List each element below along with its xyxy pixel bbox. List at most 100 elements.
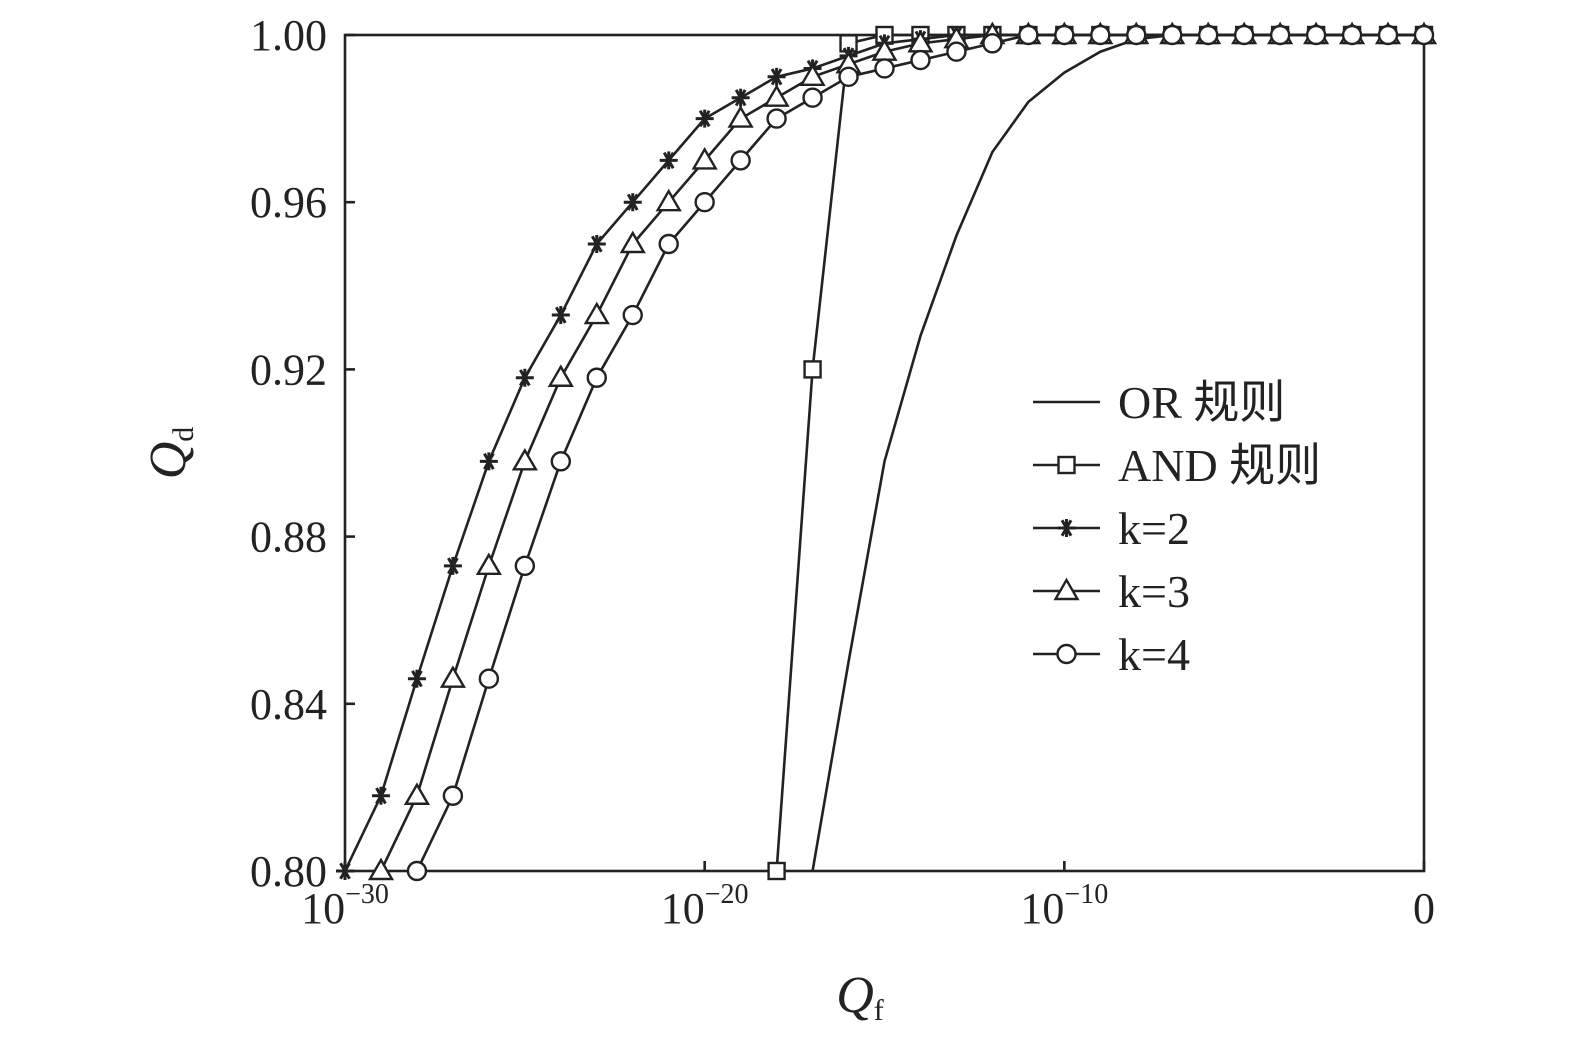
data-point-circle bbox=[1197, 24, 1219, 46]
data-point-circle bbox=[910, 49, 931, 71]
x-axis: 10−30 10−20 10−10 0 bbox=[301, 861, 1435, 933]
x-tick-exponent: −10 bbox=[1064, 879, 1108, 910]
data-point-circle bbox=[406, 860, 428, 882]
y-axis-title-sub: d bbox=[167, 427, 200, 442]
data-point-asterisk bbox=[587, 235, 606, 253]
legend-marker-triangle bbox=[1053, 577, 1080, 601]
data-point-triangle bbox=[583, 301, 610, 325]
legend: OR 规则 AND 规则 k=2 k=3 k=4 bbox=[1033, 377, 1321, 680]
data-point-triangle bbox=[799, 63, 826, 87]
data-point-circle bbox=[802, 87, 823, 108]
y-axis: 0.80 0.84 0.88 0.92 0.96 1.00 bbox=[250, 11, 355, 896]
x-tick-label: 0 bbox=[1413, 884, 1435, 933]
legend-marker-circle bbox=[1056, 643, 1077, 665]
legend-marker-asterisk bbox=[1057, 519, 1076, 537]
y-tick-label: 0.96 bbox=[250, 178, 327, 227]
legend-item: AND 规则 bbox=[1033, 440, 1321, 491]
series-circle bbox=[406, 24, 1435, 882]
data-point-asterisk bbox=[407, 669, 426, 688]
series-square bbox=[767, 25, 1434, 881]
data-point-circle bbox=[766, 108, 787, 129]
data-point-triangle bbox=[439, 665, 466, 688]
data-point-triangle bbox=[619, 230, 646, 254]
legend-marker-square bbox=[1057, 455, 1076, 475]
data-point-triangle bbox=[727, 105, 754, 128]
data-point-circle bbox=[1341, 24, 1363, 46]
legend-label: k=2 bbox=[1118, 503, 1190, 554]
legend-label: AND 规则 bbox=[1118, 440, 1321, 491]
data-point-circle bbox=[1090, 24, 1111, 46]
x-tick-base: 10 bbox=[1020, 884, 1064, 933]
data-point-circle bbox=[1054, 24, 1075, 46]
x-tick-base: 10 bbox=[301, 884, 345, 933]
x-tick-exponent: −20 bbox=[705, 879, 749, 910]
data-point-asterisk bbox=[336, 862, 354, 880]
x-tick-base: 10 bbox=[661, 884, 705, 933]
data-point-circle bbox=[694, 191, 715, 213]
data-point-circle bbox=[622, 304, 643, 326]
data-point-triangle bbox=[763, 84, 790, 107]
data-point-circle bbox=[442, 785, 464, 806]
x-axis-title-main: Q bbox=[836, 967, 874, 1024]
data-point-circle bbox=[730, 150, 751, 171]
y-tick-label: 0.88 bbox=[250, 513, 327, 562]
data-point-triangle bbox=[547, 364, 574, 387]
y-tick-label: 0.84 bbox=[250, 680, 327, 729]
y-tick-label: 0.80 bbox=[250, 847, 327, 896]
x-tick-base: 0 bbox=[1413, 884, 1435, 933]
data-point-circle bbox=[1018, 24, 1039, 46]
data-point-triangle bbox=[475, 552, 502, 576]
data-point-asterisk bbox=[371, 786, 390, 805]
legend-item: k=4 bbox=[1033, 629, 1190, 680]
data-point-circle bbox=[1162, 24, 1183, 46]
data-point-triangle bbox=[367, 857, 395, 881]
data-point-asterisk bbox=[695, 109, 714, 128]
data-point-circle bbox=[478, 668, 500, 689]
data-point-asterisk bbox=[623, 193, 642, 212]
y-axis-title: Qd bbox=[140, 427, 200, 480]
data-point-circle bbox=[586, 367, 607, 388]
data-point-circle bbox=[946, 41, 967, 62]
data-point-circle bbox=[1377, 24, 1399, 46]
data-point-circle bbox=[1305, 24, 1327, 46]
data-point-square bbox=[803, 360, 822, 379]
data-point-asterisk bbox=[659, 151, 678, 170]
x-tick-label: 10−10 bbox=[1020, 879, 1108, 933]
x-tick-exponent: −30 bbox=[345, 879, 389, 910]
x-axis-title-sub: f bbox=[874, 994, 884, 1027]
legend-label: k=3 bbox=[1118, 566, 1190, 617]
data-point-asterisk bbox=[443, 556, 462, 575]
data-point-circle bbox=[982, 33, 1003, 54]
legend-label: k=4 bbox=[1118, 629, 1190, 680]
data-point-triangle bbox=[511, 447, 538, 471]
x-tick-label: 10−20 bbox=[661, 879, 749, 933]
data-point-circle bbox=[1269, 24, 1291, 46]
data-point-circle bbox=[1126, 24, 1147, 46]
legend-item: OR 规则 bbox=[1033, 377, 1285, 428]
data-point-asterisk bbox=[515, 368, 534, 387]
data-point-circle bbox=[658, 233, 679, 255]
data-point-circle bbox=[1233, 24, 1255, 46]
y-tick-label: 0.92 bbox=[250, 345, 327, 394]
data-point-circle bbox=[874, 58, 895, 79]
legend-label: OR 规则 bbox=[1118, 377, 1285, 428]
data-point-asterisk bbox=[479, 452, 498, 471]
data-point-asterisk bbox=[551, 306, 570, 325]
x-axis-title: Qf bbox=[836, 967, 884, 1027]
y-axis-title-main: Q bbox=[140, 442, 197, 480]
x-tick-label: 10−30 bbox=[301, 879, 389, 933]
data-point-triangle bbox=[403, 782, 431, 805]
data-point-asterisk bbox=[767, 67, 786, 86]
series-line bbox=[775, 33, 1424, 872]
data-point-asterisk bbox=[731, 88, 750, 107]
data-point-circle bbox=[550, 451, 571, 472]
data-point-square bbox=[767, 861, 786, 881]
data-point-circle bbox=[838, 66, 859, 88]
series-layer bbox=[336, 21, 1438, 882]
data-point-triangle bbox=[691, 147, 718, 170]
data-point-triangle bbox=[655, 188, 682, 212]
legend-item: k=3 bbox=[1033, 566, 1190, 617]
data-point-circle bbox=[1413, 24, 1435, 46]
y-tick-label: 1.00 bbox=[250, 11, 327, 60]
